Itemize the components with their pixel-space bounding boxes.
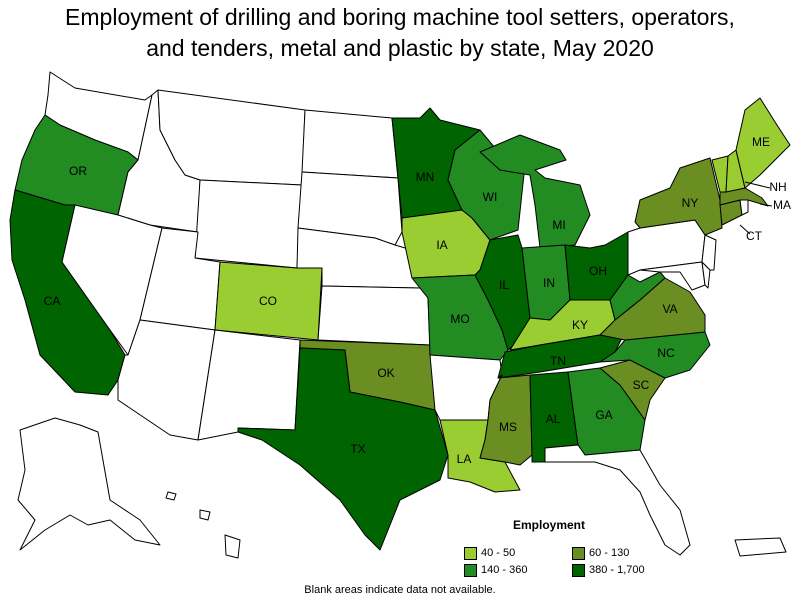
state-nd[interactable] — [301, 109, 399, 179]
state-co[interactable] — [214, 261, 323, 341]
state-label-nc: NC — [657, 346, 675, 360]
state-label-ms: MS — [499, 420, 517, 434]
legend-title: Employment — [512, 518, 585, 532]
leader-line-2 — [759, 203, 773, 207]
state-nj[interactable] — [701, 234, 717, 271]
state-ri[interactable] — [739, 199, 749, 216]
legend-item-4: 380 - 1,700 — [572, 563, 682, 577]
legend-label-3: 140 - 360 — [481, 564, 528, 576]
state-label-al: AL — [546, 412, 561, 426]
state-label-la: LA — [457, 452, 472, 466]
state-ks[interactable] — [317, 285, 431, 346]
legend-label-1: 40 - 50 — [481, 547, 516, 559]
legend-swatch-1 — [464, 546, 477, 560]
state-label-tx: TX — [350, 442, 365, 456]
state-il[interactable] — [474, 234, 531, 351]
state-label-va: VA — [662, 302, 677, 316]
state-pr[interactable] — [734, 537, 787, 557]
legend: Employment 40 - 50 60 - 130 140 - 360 38… — [464, 518, 694, 577]
state-wi[interactable] — [447, 129, 526, 241]
state-label-mo: MO — [450, 312, 469, 326]
legend-swatch-2 — [572, 546, 585, 560]
state-label-ma: MA — [773, 198, 791, 212]
state-label-tn: TN — [550, 354, 566, 368]
no-data-note: Blank areas indicate data not available. — [304, 584, 496, 596]
legend-swatch-3 — [464, 563, 477, 577]
title-line-1: Employment of drilling and boring machin… — [65, 4, 735, 30]
map-title: Employment of drilling and boring machin… — [0, 2, 800, 64]
state-tx[interactable] — [237, 347, 449, 551]
state-label-il: IL — [499, 278, 509, 292]
state-mi[interactable] — [479, 134, 591, 249]
state-wy[interactable] — [194, 179, 303, 269]
legend-swatch-4 — [572, 563, 585, 577]
state-ma[interactable] — [719, 187, 769, 207]
state-label-ga: GA — [595, 408, 612, 422]
leader-line-3 — [739, 224, 751, 235]
state-label-ct: CT — [746, 229, 763, 243]
state-label-co: CO — [259, 294, 277, 308]
state-label-wi: WI — [483, 190, 498, 204]
legend-item-3: 140 - 360 — [464, 563, 572, 577]
title-line-2: and tenders, metal and plastic by state,… — [146, 35, 654, 61]
state-labels: OR CA CO TX OK MN IA MO WI IL MI IN OH KY TN MS AL GA LA SC… — [44, 135, 791, 466]
state-label-in: IN — [543, 276, 555, 290]
state-hi[interactable] — [165, 491, 241, 559]
state-ak[interactable] — [17, 417, 161, 551]
state-fl[interactable] — [544, 444, 691, 556]
state-label-ny: NY — [682, 196, 699, 210]
state-wv[interactable] — [609, 271, 666, 321]
legend-label-4: 380 - 1,700 — [589, 564, 645, 576]
state-nc[interactable] — [599, 331, 711, 379]
state-label-sc: SC — [633, 378, 650, 392]
leader-line-1 — [744, 181, 771, 189]
state-label-me: ME — [752, 135, 770, 149]
state-label-nh: NH — [769, 180, 786, 194]
legend-item-1: 40 - 50 — [464, 546, 572, 560]
state-label-oh: OH — [589, 264, 607, 278]
state-nm[interactable] — [197, 329, 301, 441]
legend-item-2: 60 - 130 — [572, 546, 682, 560]
state-label-or: OR — [69, 164, 87, 178]
legend-label-2: 60 - 130 — [589, 547, 630, 559]
state-label-ky: KY — [572, 318, 588, 332]
state-label-ca: CA — [44, 294, 61, 308]
state-me[interactable] — [735, 97, 791, 189]
state-label-mn: MN — [416, 170, 435, 184]
state-label-mi: MI — [552, 218, 565, 232]
state-label-ok: OK — [377, 366, 394, 380]
state-label-ia: IA — [436, 238, 447, 252]
